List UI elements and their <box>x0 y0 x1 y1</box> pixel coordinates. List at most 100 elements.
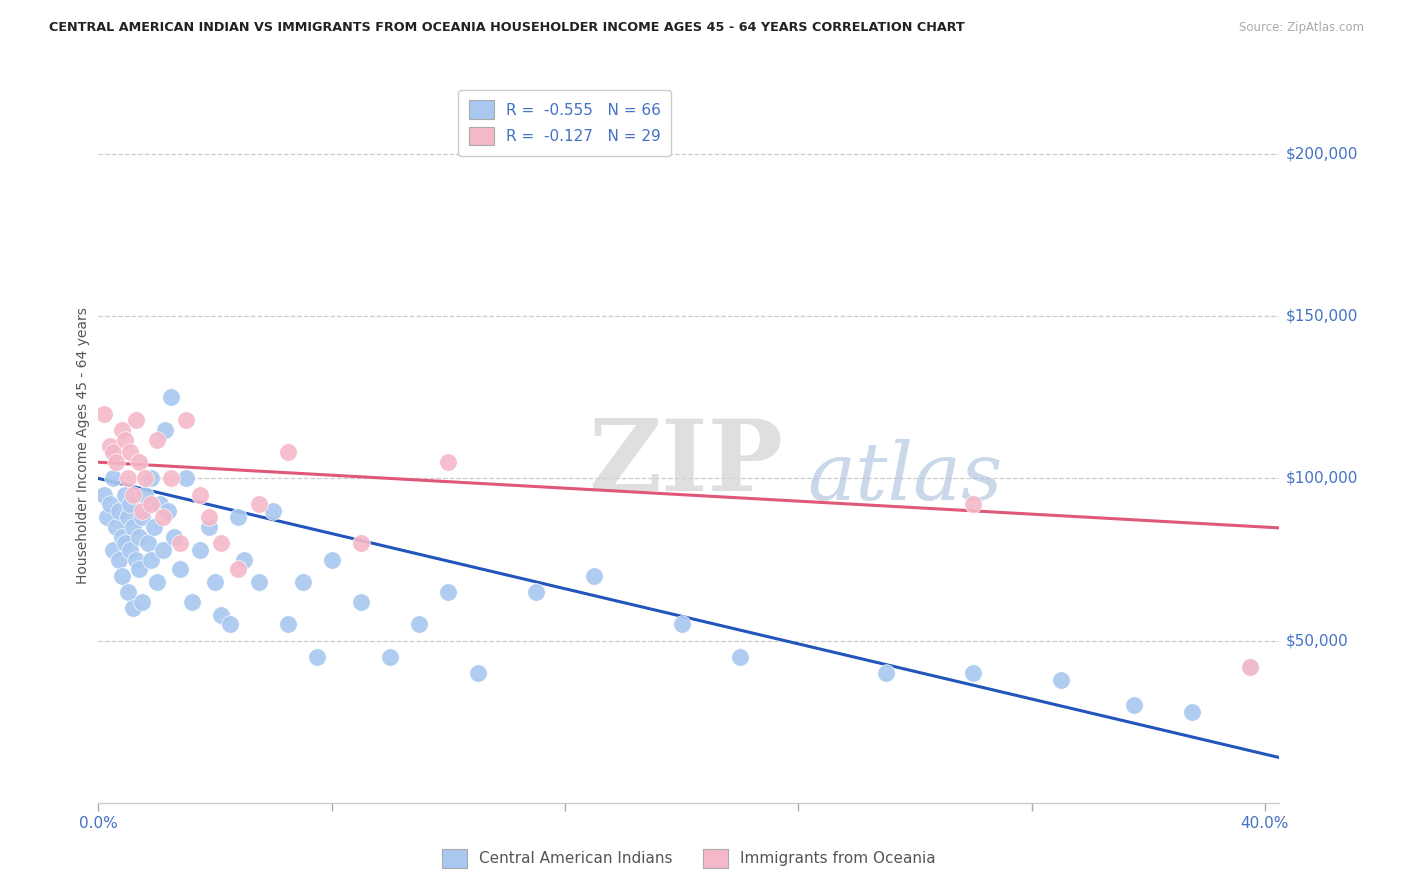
Point <box>321 552 343 566</box>
Point <box>104 520 127 534</box>
Point <box>262 504 284 518</box>
Point <box>247 575 270 590</box>
Point <box>228 510 250 524</box>
Point <box>101 445 124 459</box>
Point <box>190 488 212 502</box>
Point <box>174 413 197 427</box>
Point <box>583 568 606 582</box>
Point <box>101 471 124 485</box>
Point <box>155 423 177 437</box>
Y-axis label: Householder Income Ages 45 - 64 years: Householder Income Ages 45 - 64 years <box>76 308 90 584</box>
Point <box>671 617 693 632</box>
Point <box>139 552 162 566</box>
Point <box>139 471 162 485</box>
Point <box>524 585 547 599</box>
Point <box>157 504 180 518</box>
Point <box>209 536 232 550</box>
Point <box>152 542 174 557</box>
Point <box>120 542 142 557</box>
Point <box>233 552 256 566</box>
Point <box>117 585 139 599</box>
Point <box>122 520 145 534</box>
Point <box>1239 659 1261 673</box>
Point <box>98 439 121 453</box>
Point <box>875 666 897 681</box>
Text: $100,000: $100,000 <box>1285 471 1358 486</box>
Point <box>437 585 460 599</box>
Point <box>467 666 489 681</box>
Point <box>96 510 118 524</box>
Point <box>145 433 167 447</box>
Point <box>122 488 145 502</box>
Point <box>134 471 156 485</box>
Point <box>114 488 136 502</box>
Point <box>408 617 430 632</box>
Point <box>134 488 156 502</box>
Point <box>1122 698 1144 713</box>
Text: $50,000: $50,000 <box>1285 633 1348 648</box>
Point <box>128 530 150 544</box>
Point <box>174 471 197 485</box>
Point <box>307 649 329 664</box>
Point <box>98 497 121 511</box>
Point <box>1181 705 1204 719</box>
Legend: Central American Indians, Immigrants from Oceania: Central American Indians, Immigrants fro… <box>436 843 942 873</box>
Point <box>120 445 142 459</box>
Text: $200,000: $200,000 <box>1285 146 1358 161</box>
Point <box>131 510 153 524</box>
Point <box>111 530 134 544</box>
Text: Source: ZipAtlas.com: Source: ZipAtlas.com <box>1239 21 1364 35</box>
Point <box>104 455 127 469</box>
Text: CENTRAL AMERICAN INDIAN VS IMMIGRANTS FROM OCEANIA HOUSEHOLDER INCOME AGES 45 - : CENTRAL AMERICAN INDIAN VS IMMIGRANTS FR… <box>49 21 965 35</box>
Text: ZIP: ZIP <box>589 416 783 512</box>
Point <box>1049 673 1071 687</box>
Point <box>111 423 134 437</box>
Point <box>218 617 240 632</box>
Point <box>117 471 139 485</box>
Point <box>291 575 314 590</box>
Point <box>962 666 984 681</box>
Point <box>378 649 401 664</box>
Text: $150,000: $150,000 <box>1285 309 1358 324</box>
Point <box>350 536 373 550</box>
Point <box>204 575 226 590</box>
Point <box>169 562 191 576</box>
Point <box>125 552 148 566</box>
Point <box>198 510 221 524</box>
Point <box>198 520 221 534</box>
Point <box>169 536 191 550</box>
Point <box>209 607 232 622</box>
Point <box>149 497 172 511</box>
Point <box>160 471 183 485</box>
Point <box>277 445 299 459</box>
Point <box>962 497 984 511</box>
Point <box>128 455 150 469</box>
Point <box>277 617 299 632</box>
Point <box>131 595 153 609</box>
Point <box>180 595 202 609</box>
Point <box>350 595 373 609</box>
Point <box>122 601 145 615</box>
Point <box>190 542 212 557</box>
Point <box>120 497 142 511</box>
Point <box>125 413 148 427</box>
Point <box>111 568 134 582</box>
Point <box>728 649 751 664</box>
Point <box>1239 659 1261 673</box>
Point <box>142 520 165 534</box>
Point <box>136 536 159 550</box>
Point <box>131 504 153 518</box>
Point <box>128 562 150 576</box>
Point <box>101 542 124 557</box>
Point <box>108 552 131 566</box>
Point <box>93 407 115 421</box>
Point <box>152 510 174 524</box>
Point <box>117 510 139 524</box>
Point <box>114 433 136 447</box>
Point <box>160 390 183 404</box>
Point <box>228 562 250 576</box>
Point <box>93 488 115 502</box>
Point <box>114 536 136 550</box>
Point <box>437 455 460 469</box>
Point <box>247 497 270 511</box>
